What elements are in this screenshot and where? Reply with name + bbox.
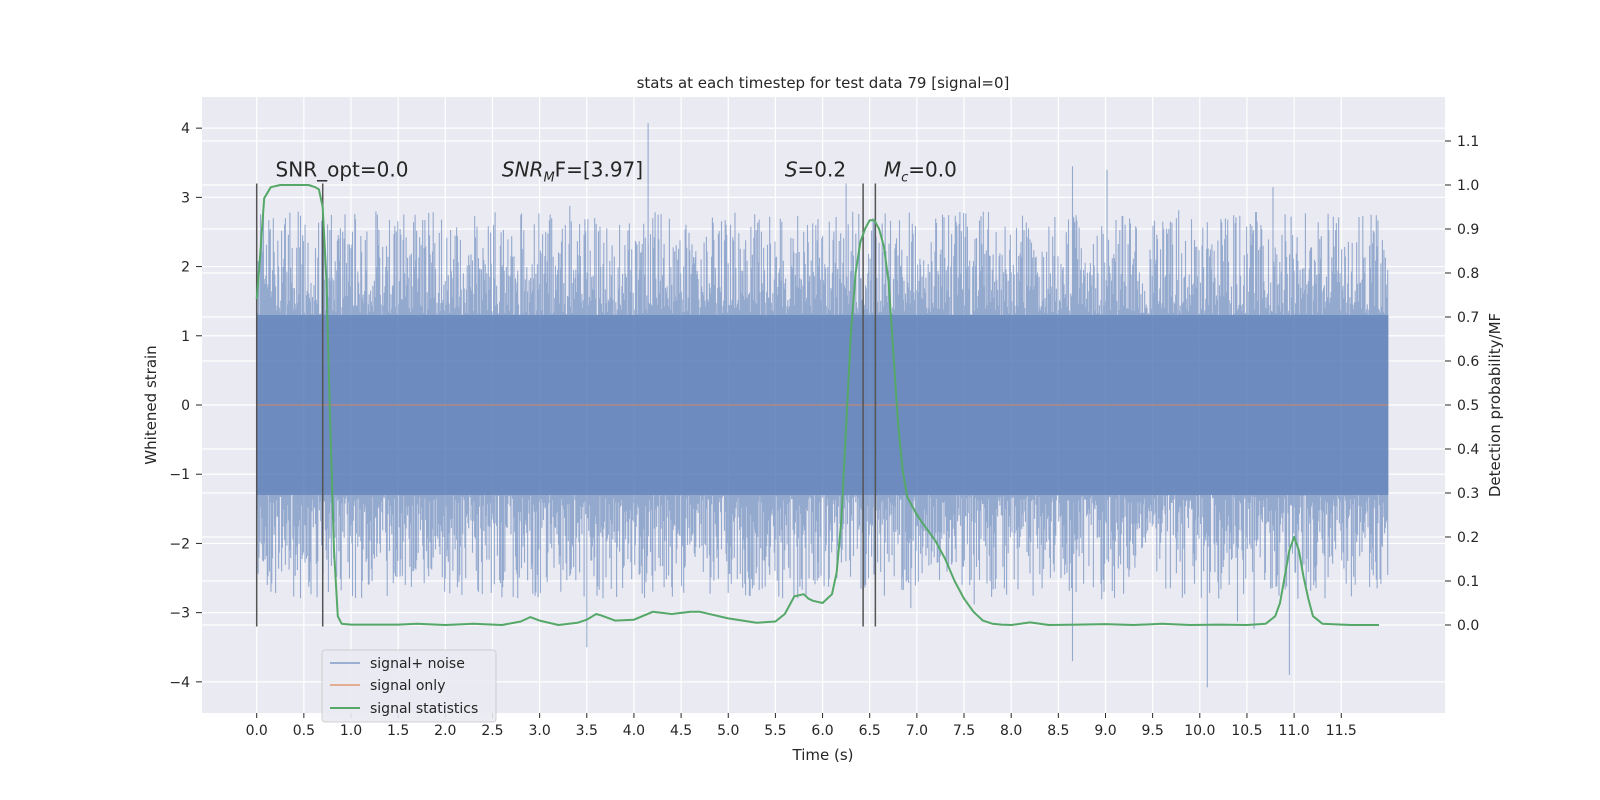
x-tick-label: 0.5 <box>293 723 315 739</box>
x-tick-label: 7.0 <box>906 723 928 739</box>
x-tick-label: 6.0 <box>811 723 833 739</box>
x-tick-label: 10.5 <box>1231 723 1262 739</box>
x-tick-label: 9.5 <box>1142 723 1164 739</box>
chart-title: stats at each timestep for test data 79 … <box>637 74 1010 92</box>
legend-label-signal-statistics: signal statistics <box>370 701 478 717</box>
x-tick-label: 8.5 <box>1047 723 1069 739</box>
x-tick-label: 4.5 <box>670 723 692 739</box>
y-left-tick-label: 4 <box>181 121 190 137</box>
y-left-axis-ticks: −4 −3 −2 −1 0 1 2 3 4 <box>169 121 202 691</box>
annotations: SNR_opt=0.0 SNRMF=[3.97] S=0.2 Mc=0.0 <box>276 158 957 186</box>
y-left-tick-label: −4 <box>169 675 190 691</box>
x-tick-label: 6.5 <box>859 723 881 739</box>
legend: signal+ noise signal only signal statist… <box>321 649 497 723</box>
x-tick-label: 9.0 <box>1094 723 1116 739</box>
legend-label-signal-noise: signal+ noise <box>370 656 465 672</box>
y-left-tick-label: 1 <box>181 329 190 345</box>
annotation-snr-opt: SNR_opt=0.0 <box>276 158 409 182</box>
y-right-tick-label: 0.3 <box>1457 486 1479 502</box>
y-right-tick-label: 0.7 <box>1457 310 1479 326</box>
y-right-tick-label: 0.2 <box>1457 530 1479 546</box>
event-markers <box>255 183 877 627</box>
y-right-tick-label: 0.4 <box>1457 442 1479 458</box>
x-tick-label: 5.0 <box>717 723 739 739</box>
y-left-tick-label: −2 <box>169 536 190 552</box>
x-axis-label: Time (s) <box>792 746 854 764</box>
y-left-tick-label: −3 <box>169 606 190 622</box>
x-tick-label: 2.5 <box>481 723 503 739</box>
x-axis-ticks: 0.0 0.5 1.0 1.5 2.0 2.5 3.0 3.5 4.0 4.5 5.0 5.5 6.0 6… <box>246 713 1357 739</box>
y-right-tick-label: 1.0 <box>1457 178 1479 194</box>
y-right-axis-label: Detection probability/MF <box>1486 313 1504 497</box>
y-left-tick-label: 2 <box>181 260 190 276</box>
series-signal-statistics <box>255 184 1379 626</box>
y-right-tick-label: 0.9 <box>1457 222 1479 238</box>
x-tick-label: 1.5 <box>387 723 409 739</box>
signal-statistics-line <box>255 184 1379 626</box>
x-tick-label: 11.0 <box>1279 723 1310 739</box>
x-tick-label: 8.0 <box>1000 723 1022 739</box>
x-tick-label: 5.5 <box>764 723 786 739</box>
y-right-tick-label: 0.6 <box>1457 354 1479 370</box>
annotation-s-val: S=0.2 <box>785 158 846 182</box>
y-left-axis-label: Whitened strain <box>142 345 160 464</box>
annotation-snr-mf: SNRMF=[3.97] <box>502 158 643 186</box>
legend-box <box>321 649 497 723</box>
legend-label-signal-only: signal only <box>370 678 445 694</box>
y-left-tick-label: 0 <box>181 398 190 414</box>
x-tick-label: 1.0 <box>340 723 362 739</box>
x-tick-label: 3.0 <box>528 723 550 739</box>
x-tick-label: 3.5 <box>576 723 598 739</box>
y-right-tick-label: 0.5 <box>1457 398 1479 414</box>
x-tick-label: 0.0 <box>246 723 268 739</box>
x-tick-label: 4.0 <box>623 723 645 739</box>
y-right-tick-label: 1.1 <box>1457 134 1479 150</box>
x-tick-label: 7.5 <box>953 723 975 739</box>
x-tick-label: 11.5 <box>1326 723 1357 739</box>
x-tick-label: 10.0 <box>1184 723 1215 739</box>
y-right-tick-label: 0.0 <box>1457 618 1479 634</box>
y-left-tick-label: 3 <box>181 190 190 206</box>
y-right-tick-label: 0.1 <box>1457 574 1479 590</box>
y-left-tick-label: −1 <box>169 467 190 483</box>
y-right-axis-ticks: 0.0 0.1 0.2 0.3 0.4 0.5 0.6 0.7 0.8 0.9 1.0 1.1 <box>1445 134 1479 634</box>
x-tick-label: 2.0 <box>434 723 456 739</box>
annotation-mc-val: Mc=0.0 <box>884 158 957 186</box>
y-right-tick-label: 0.8 <box>1457 266 1479 282</box>
